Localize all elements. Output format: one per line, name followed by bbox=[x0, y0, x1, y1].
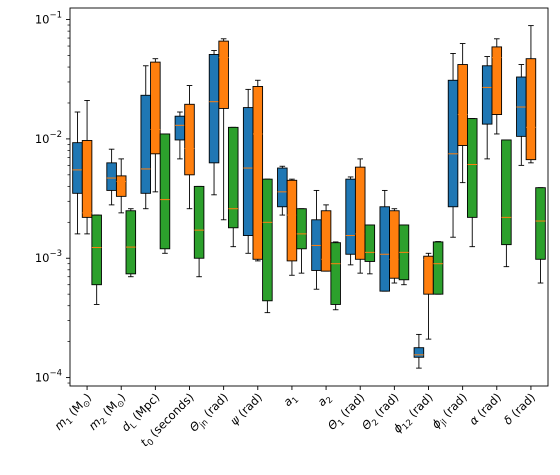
iqr-box bbox=[525, 58, 537, 161]
box-10-series-0 bbox=[413, 333, 425, 369]
axes-frame bbox=[69, 7, 549, 387]
category-label: a1 bbox=[280, 390, 301, 411]
iqr-box bbox=[364, 224, 376, 262]
category-label: α (rad) bbox=[466, 390, 504, 428]
iqr-box bbox=[379, 206, 391, 292]
box-0-series-2 bbox=[91, 214, 102, 305]
iqr-box bbox=[125, 210, 137, 275]
iqr-box bbox=[535, 187, 546, 260]
box-9-series-0 bbox=[379, 189, 391, 292]
iqr-box bbox=[330, 242, 341, 305]
iqr-box bbox=[106, 162, 117, 191]
box-7-series-0 bbox=[311, 189, 322, 290]
category-label: ψ (rad) bbox=[227, 390, 265, 428]
iqr-box bbox=[345, 178, 356, 255]
iqr-box bbox=[252, 86, 264, 260]
box-0-series-0 bbox=[72, 111, 83, 235]
box-2-series-0 bbox=[140, 65, 152, 210]
box-4-series-2 bbox=[227, 126, 239, 248]
box-10-series-2 bbox=[432, 241, 444, 295]
box-6-series-2 bbox=[296, 208, 307, 274]
iqr-box bbox=[174, 115, 186, 141]
iqr-box bbox=[227, 126, 239, 229]
category-label: ϕjl (rad) bbox=[429, 390, 472, 433]
box-11-series-2 bbox=[466, 118, 478, 248]
box-2-series-1 bbox=[150, 58, 161, 193]
category-label: a2 bbox=[314, 390, 335, 411]
y-tick-label: 10−2 bbox=[35, 130, 62, 146]
box-11-series-0 bbox=[447, 53, 459, 238]
box-3-series-1 bbox=[184, 85, 195, 210]
iqr-box bbox=[140, 94, 152, 194]
category-label: Θ1 (rad) bbox=[325, 390, 370, 435]
iqr-box bbox=[193, 185, 205, 259]
box-8-series-1 bbox=[354, 158, 366, 274]
box-7-series-1 bbox=[320, 204, 332, 272]
iqr-box bbox=[457, 64, 468, 146]
box-6-series-1 bbox=[286, 178, 298, 276]
iqr-box bbox=[481, 65, 493, 125]
box-9-series-2 bbox=[398, 224, 410, 286]
iqr-box bbox=[208, 54, 220, 164]
box-1-series-2 bbox=[125, 208, 137, 278]
box-5-series-0 bbox=[242, 88, 254, 254]
iqr-box bbox=[296, 208, 307, 250]
box-13-series-0 bbox=[516, 64, 527, 166]
box-7-series-2 bbox=[330, 241, 341, 311]
box-12-series-0 bbox=[481, 56, 493, 160]
y-tick-label: 10−3 bbox=[35, 249, 62, 265]
iqr-box bbox=[491, 46, 503, 115]
box-10-series-1 bbox=[423, 252, 434, 340]
iqr-box bbox=[413, 347, 425, 358]
box-13-series-1 bbox=[525, 25, 537, 164]
y-tick-label: 10−4 bbox=[35, 369, 62, 385]
box-4-series-0 bbox=[208, 50, 220, 196]
iqr-box bbox=[447, 79, 459, 208]
box-3-series-2 bbox=[193, 185, 205, 278]
iqr-box bbox=[159, 133, 171, 250]
box-9-series-1 bbox=[389, 208, 400, 284]
iqr-box bbox=[184, 103, 195, 176]
plot-area: 10−410−310−210−1m1 (M⊙)m2 (M⊙)dL (Mpc)t0… bbox=[35, 7, 549, 449]
iqr-box bbox=[389, 210, 400, 279]
iqr-box bbox=[115, 175, 127, 197]
box-12-series-2 bbox=[501, 139, 512, 268]
box-5-series-1 bbox=[252, 79, 264, 262]
iqr-box bbox=[242, 107, 254, 236]
box-12-series-1 bbox=[491, 38, 503, 135]
iqr-box bbox=[432, 241, 444, 295]
box-2-series-2 bbox=[159, 133, 171, 254]
box-0-series-1 bbox=[81, 99, 93, 235]
box-4-series-1 bbox=[218, 38, 229, 221]
iqr-box bbox=[81, 140, 93, 218]
iqr-box bbox=[218, 40, 229, 109]
iqr-box bbox=[423, 255, 434, 295]
box-8-series-0 bbox=[345, 176, 356, 266]
iqr-box bbox=[150, 61, 161, 155]
box-3-series-0 bbox=[174, 111, 186, 160]
box-8-series-2 bbox=[364, 224, 376, 275]
box-5-series-2 bbox=[262, 178, 273, 314]
iqr-box bbox=[354, 166, 366, 260]
category-label: δ (rad) bbox=[501, 390, 538, 427]
iqr-box bbox=[501, 139, 512, 246]
y-tick-label: 10−1 bbox=[35, 11, 62, 27]
iqr-box bbox=[262, 178, 273, 302]
iqr-box bbox=[72, 142, 83, 194]
box-13-series-2 bbox=[535, 187, 546, 284]
box-1-series-0 bbox=[106, 148, 117, 206]
iqr-box bbox=[277, 167, 288, 208]
box-1-series-1 bbox=[115, 158, 127, 214]
iqr-box bbox=[91, 214, 102, 286]
box-6-series-0 bbox=[277, 165, 288, 216]
box-11-series-1 bbox=[457, 43, 468, 184]
iqr-box bbox=[286, 179, 298, 262]
iqr-box bbox=[320, 210, 332, 272]
iqr-box bbox=[466, 118, 478, 218]
